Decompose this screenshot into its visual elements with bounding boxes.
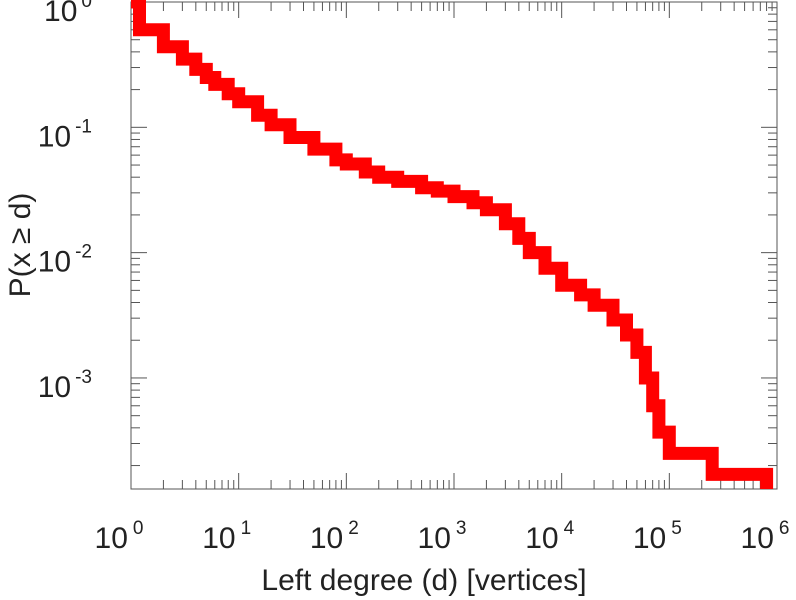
x-tick-labels: 10 0 10 1 10 2 10 3 10 4 10 5 10 6 xyxy=(95,518,790,555)
minor-ticks xyxy=(131,2,777,489)
y-tick-label: 10 -2 xyxy=(38,242,92,279)
y-tick-label: 10 -1 xyxy=(38,116,92,153)
x-tick-label: 10 2 xyxy=(310,518,359,555)
major-ticks xyxy=(130,1,778,489)
y-tick-label: 10 0 xyxy=(44,0,92,28)
series-line xyxy=(131,0,774,489)
y-tick-label: 10 -3 xyxy=(38,367,92,404)
x-tick-label: 10 4 xyxy=(525,518,574,555)
y-axis-label: P(x ≥ d) xyxy=(4,193,37,298)
x-tick-label: 10 6 xyxy=(741,518,790,555)
plot-frame xyxy=(130,1,778,490)
x-tick-label: 10 1 xyxy=(202,518,251,555)
x-tick-label: 10 3 xyxy=(418,518,467,555)
x-axis-label: Left degree (d) [vertices] xyxy=(261,564,586,597)
x-tick-label: 10 0 xyxy=(95,518,144,555)
x-tick-label: 10 5 xyxy=(633,518,682,555)
